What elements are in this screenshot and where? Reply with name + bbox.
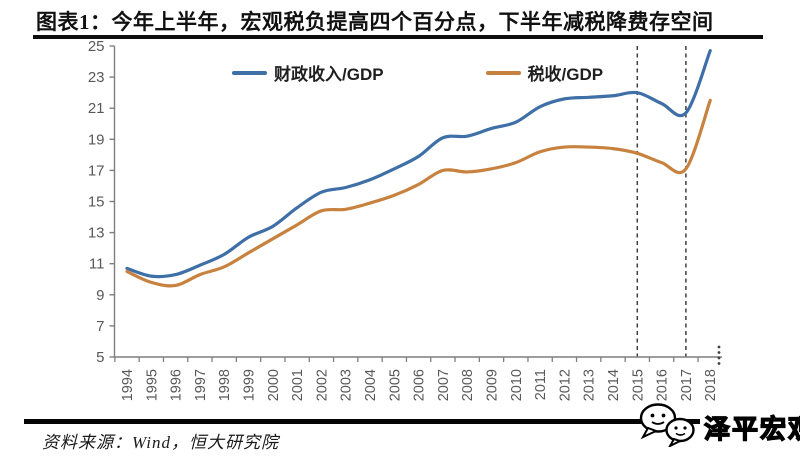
svg-text:2004: 2004	[363, 369, 379, 401]
svg-text:2017: 2017	[679, 369, 695, 401]
svg-text:5: 5	[96, 349, 104, 366]
svg-text:9: 9	[96, 287, 104, 304]
svg-text:2009: 2009	[485, 369, 501, 401]
svg-text:2014: 2014	[606, 369, 622, 401]
svg-text:1995: 1995	[144, 369, 160, 401]
svg-text:1996: 1996	[169, 369, 185, 401]
svg-text:2015: 2015	[630, 369, 646, 401]
x-axis-labels: 1994 1995 1996 1997 1998 1999 2000 2001 2002 2003…	[114, 357, 719, 401]
svg-text:1998: 1998	[217, 369, 233, 401]
series-line-0	[125, 49, 712, 279]
svg-text:2002: 2002	[314, 369, 330, 401]
title-underline	[33, 35, 763, 39]
wechat-bubbles-icon	[639, 403, 695, 447]
svg-text:2010: 2010	[509, 369, 525, 401]
svg-text:2007: 2007	[436, 369, 452, 401]
svg-text:2000: 2000	[266, 369, 282, 401]
svg-text:2011: 2011	[533, 369, 549, 400]
tax-line-swatch	[485, 70, 521, 75]
svg-text:2003: 2003	[339, 369, 355, 401]
svg-text:1994: 1994	[120, 369, 136, 401]
svg-text:2012: 2012	[557, 369, 573, 401]
legend-item-tax: 税收/GDP	[485, 60, 604, 85]
axis-end-dots	[717, 345, 721, 365]
svg-text:15: 15	[88, 194, 105, 211]
svg-text:23: 23	[88, 69, 105, 86]
svg-text:17: 17	[88, 162, 105, 179]
legend-label-tax: 税收/GDP	[527, 65, 604, 84]
svg-text:21: 21	[88, 100, 105, 117]
svg-text:2013: 2013	[582, 369, 598, 401]
source-note: 资料来源：Wind，恒大研究院	[42, 433, 279, 452]
svg-text:13: 13	[88, 225, 105, 242]
fiscal-line-swatch	[232, 70, 267, 75]
legend-label-fiscal: 财政收入/GDP	[274, 65, 384, 84]
svg-text:2016: 2016	[655, 369, 671, 401]
svg-text:2008: 2008	[460, 369, 476, 401]
brand-watermark: 泽平宏观	[634, 399, 800, 449]
brand-name: 泽平宏观	[703, 413, 800, 444]
dashed-vlines	[636, 46, 687, 357]
svg-text:25: 25	[88, 38, 105, 55]
svg-text:2018: 2018	[703, 369, 719, 401]
svg-text:7: 7	[96, 318, 104, 335]
legend-item-fiscal: 财政收入/GDP	[232, 60, 384, 85]
figure-title: 图表1：今年上半年，宏观税负提高四个百分点，下半年减税降费存空间	[36, 10, 714, 34]
svg-text:19: 19	[88, 131, 105, 148]
svg-text:1997: 1997	[193, 369, 209, 401]
svg-text:2006: 2006	[412, 369, 428, 401]
svg-text:2005: 2005	[387, 369, 403, 401]
svg-text:11: 11	[89, 256, 105, 273]
series-line-1	[125, 98, 712, 288]
svg-text:1999: 1999	[242, 369, 258, 401]
svg-text:2001: 2001	[290, 369, 306, 401]
y-axis-labels: 25 23 21 19 17 15 13 11 9 7 5	[88, 38, 115, 366]
footer-rule	[24, 419, 700, 424]
chart-legend: 财政收入/GDP 税收/GDP	[232, 60, 603, 85]
